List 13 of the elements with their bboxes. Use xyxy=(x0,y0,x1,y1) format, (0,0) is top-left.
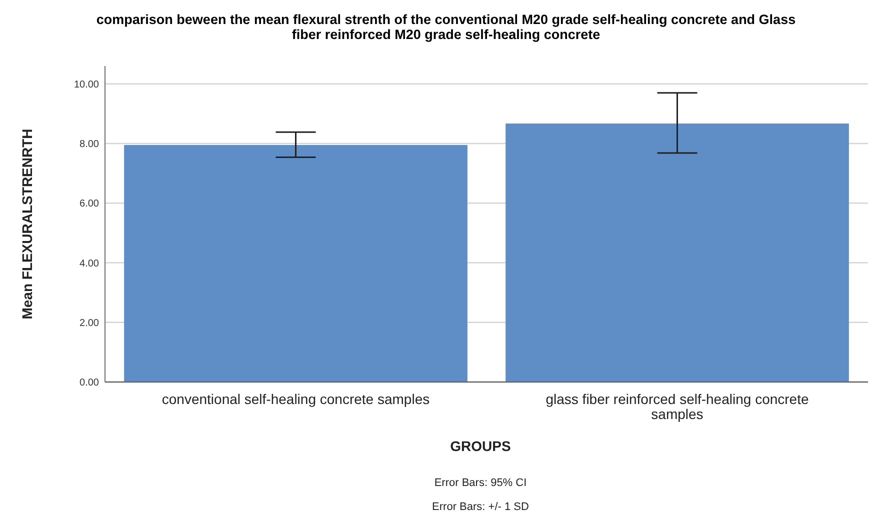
x-tick-label: glass fiber reinforced self-healing concrete samples xyxy=(546,391,809,422)
y-tick-label: 2.00 xyxy=(80,318,100,329)
text: Error Bars: 95% CI xyxy=(434,477,527,489)
text: Error Bars: +/- 1 SD xyxy=(432,501,529,512)
y-tick-label: 10.00 xyxy=(74,79,100,90)
y-tick-label: 8.00 xyxy=(80,139,100,150)
y-tick-label: 6.00 xyxy=(80,198,100,210)
y-tick-label: 0.00 xyxy=(80,378,100,388)
y-axis-title: Mean FLEXURALSTRENRTH xyxy=(19,128,35,320)
x-tick-label: conventional self-healing concrete samples xyxy=(162,391,430,407)
y-tick-label: 4.00 xyxy=(80,258,100,270)
x-axis-title: GROUPS xyxy=(450,438,511,454)
chart-title: comparison beween the mean flexural strenth of the conventional M20 grade self-healing concrete and Glass fiber reinforced M20 grade self-healing concrete xyxy=(96,12,796,42)
